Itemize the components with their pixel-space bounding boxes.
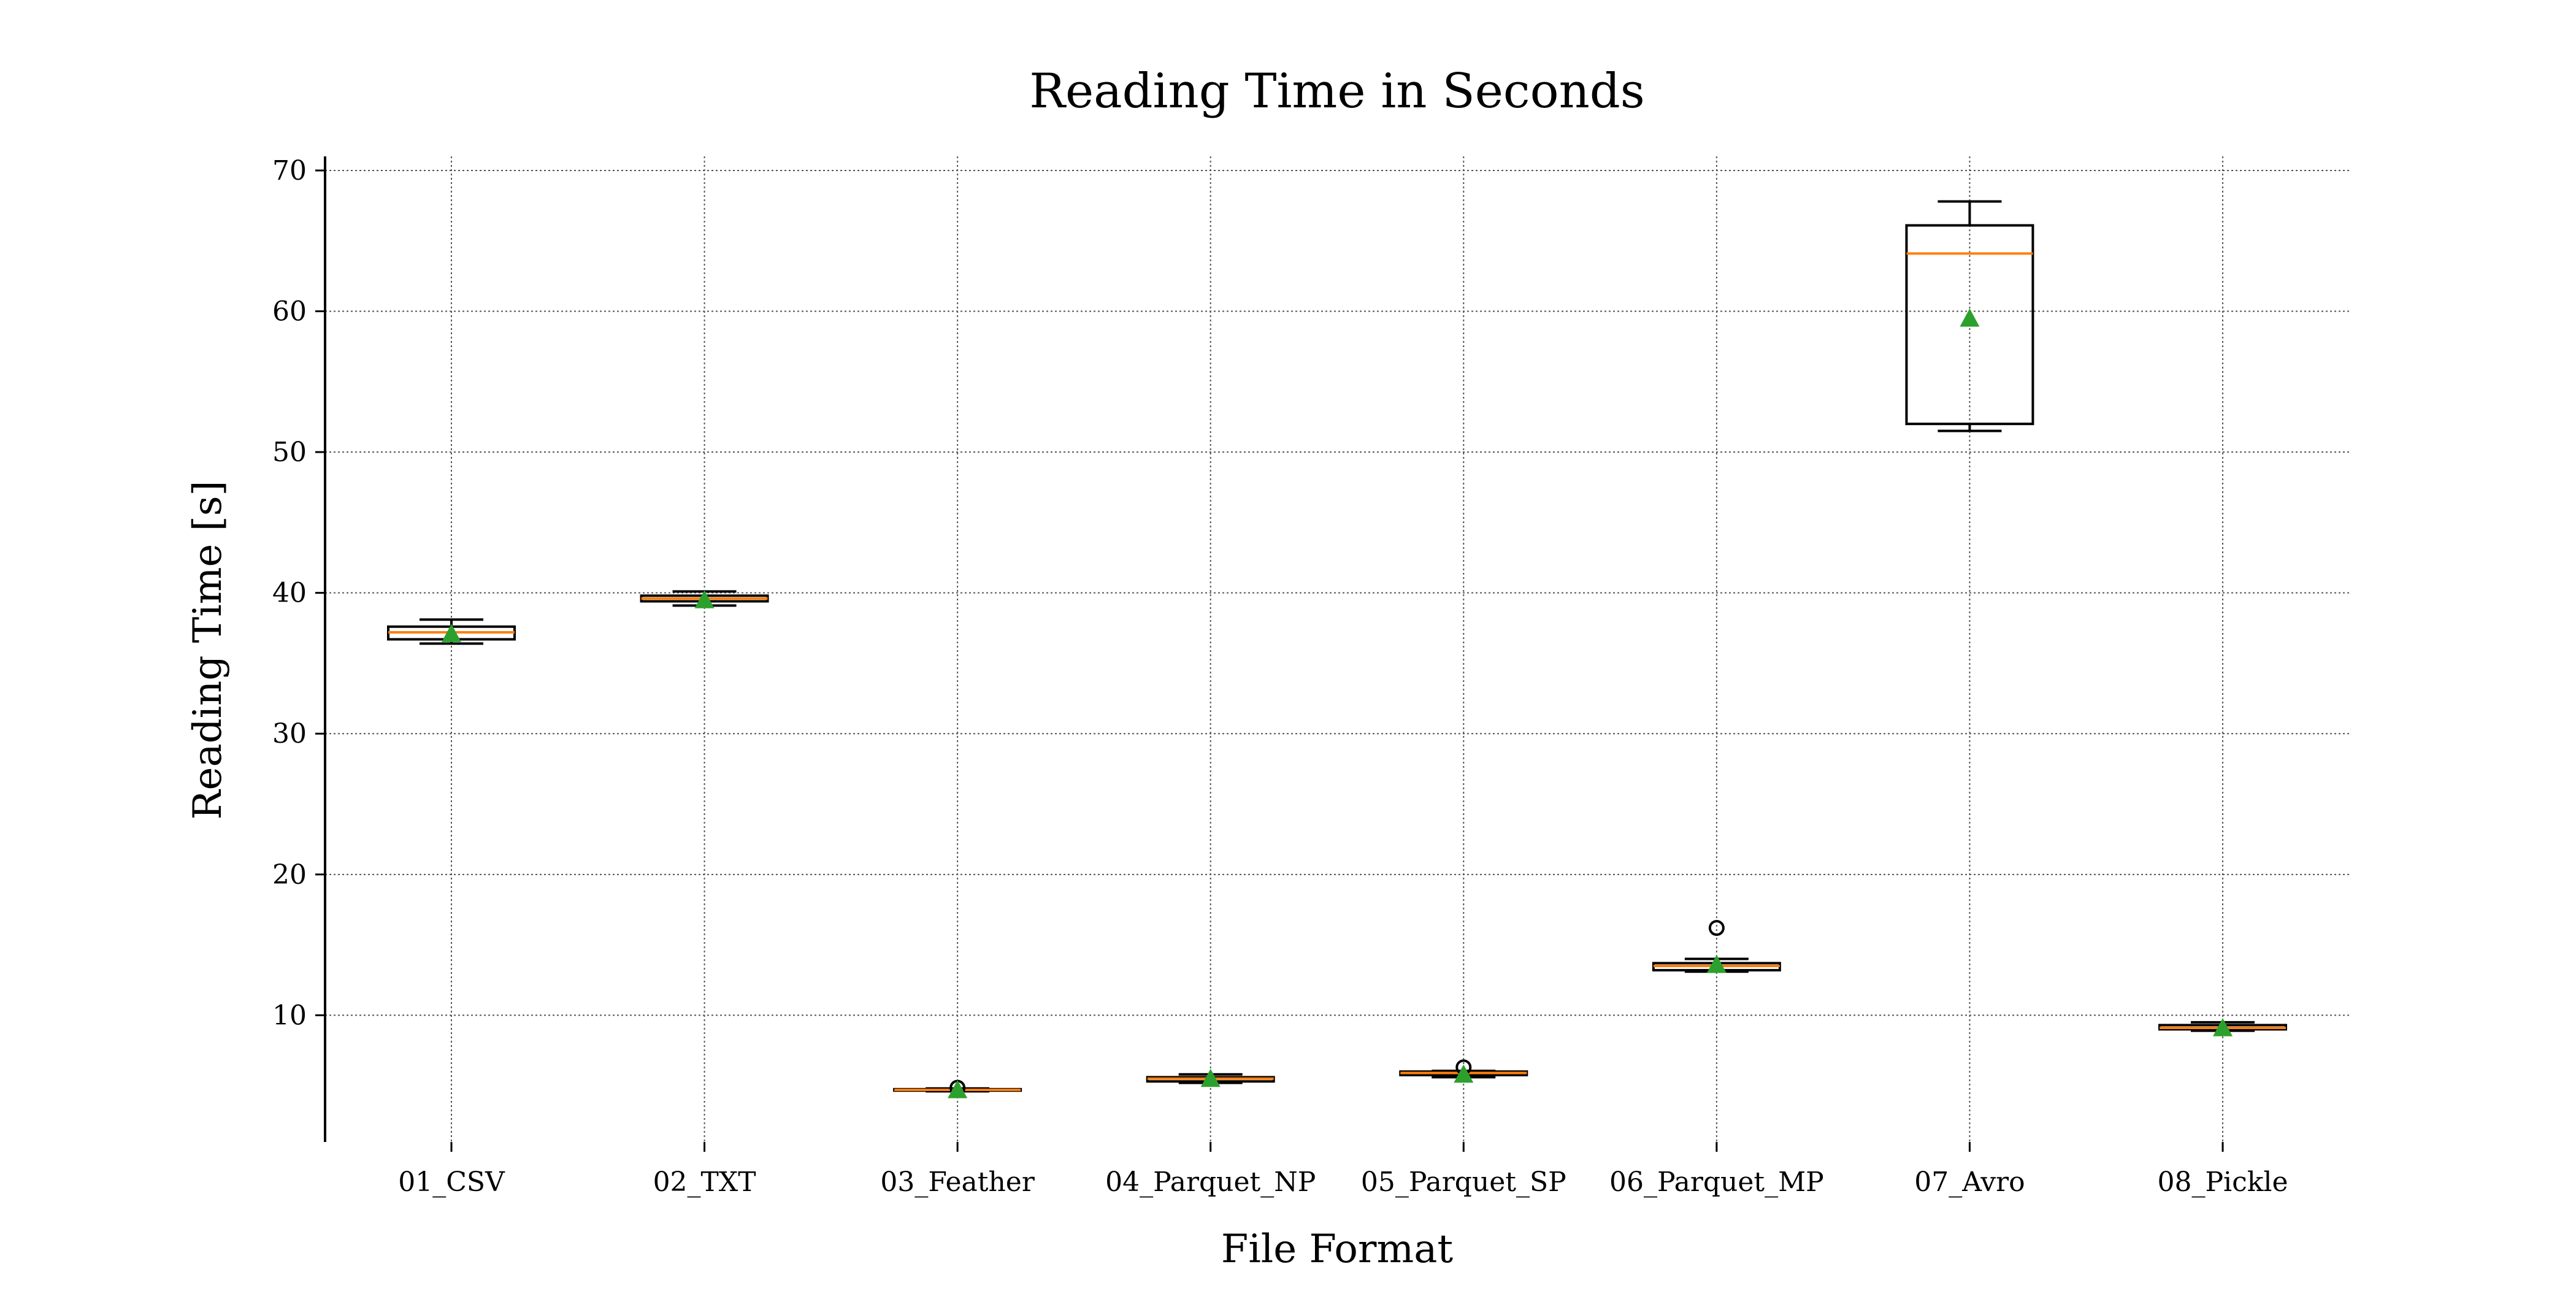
x-axis-label: File Format: [1221, 1227, 1453, 1272]
y-axis-label: Reading Time [s]: [185, 480, 231, 819]
grid: [325, 156, 2349, 1142]
mean-marker: [694, 590, 715, 608]
y-tick-label: 60: [272, 296, 307, 328]
axes: [315, 156, 2224, 1152]
y-tick-label: 30: [272, 718, 307, 749]
mean-marker: [1454, 1064, 1474, 1083]
box-02_TXT: [640, 590, 769, 608]
box-07_Avro: [1905, 200, 2034, 432]
box-04_Parquet_NP: [1146, 1068, 1275, 1087]
box-iqr: [1905, 224, 2034, 426]
x-tick-label: 01_CSV: [398, 1166, 505, 1198]
chart-title: Reading Time in Seconds: [1029, 64, 1645, 119]
box-08_Pickle: [2158, 1018, 2287, 1036]
mean-marker: [442, 624, 461, 642]
x-tick-label: 08_Pickle: [2157, 1166, 2288, 1198]
mean-marker: [1200, 1068, 1221, 1087]
x-tick-label: 04_Parquet_NP: [1105, 1166, 1316, 1198]
outlier-point: [1708, 920, 1725, 937]
mean-marker: [1960, 308, 1980, 327]
box-01_CSV: [387, 618, 516, 645]
x-tick-label: 05_Parquet_SP: [1361, 1166, 1566, 1198]
y-tick-label: 50: [272, 437, 307, 468]
y-tick-label: 10: [272, 1000, 307, 1031]
y-tick-label: 70: [272, 155, 307, 186]
y-tick-label: 20: [272, 859, 307, 891]
y-tick-label: 40: [272, 578, 307, 609]
x-tick-label: 03_Feather: [880, 1166, 1035, 1198]
box-05_Parquet_SP: [1399, 1059, 1528, 1083]
box-06_Parquet_MP: [1652, 920, 1781, 973]
box-03_Feather: [893, 1079, 1022, 1098]
mean-marker: [948, 1080, 968, 1098]
boxes: [387, 200, 2287, 1098]
x-tick-label: 07_Avro: [1914, 1166, 2025, 1198]
mean-marker: [1706, 954, 1727, 973]
tick-labels: 10 20 30 40 50 60 70 01_CSV 02_TXT 03_Feather 04_P…: [272, 155, 2288, 1198]
mean-marker: [2213, 1018, 2233, 1036]
x-tick-label: 02_TXT: [653, 1166, 756, 1198]
x-tick-label: 06_Parquet_MP: [1609, 1166, 1824, 1198]
